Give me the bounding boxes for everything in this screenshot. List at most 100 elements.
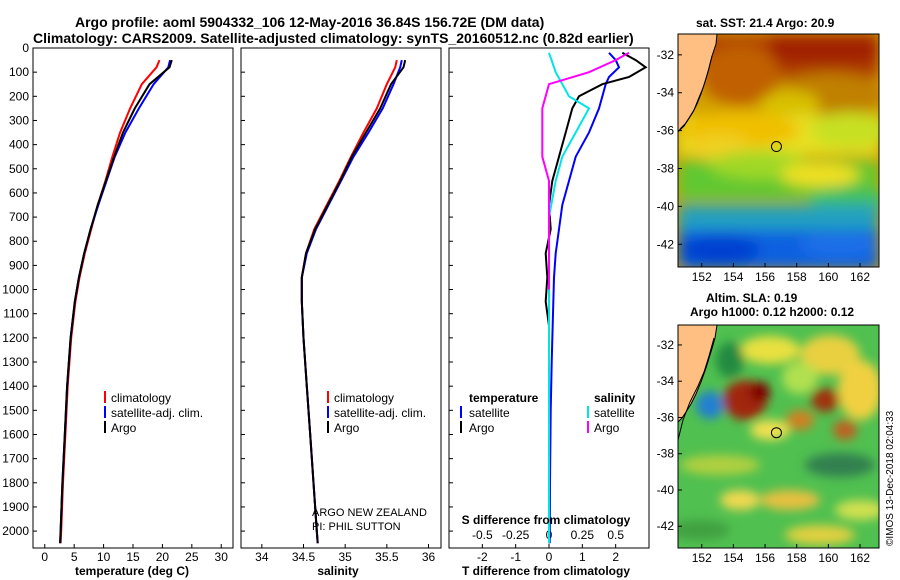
s-tick-label: 0.5 — [607, 528, 624, 542]
legend-label-argo: Argo — [111, 421, 137, 435]
depth-axis: 0 100 200 300 400 500 600 700 800 900 1000 1100 1200… — [2, 41, 453, 538]
lon-tick-label: 158 — [787, 551, 807, 565]
depth-tick-label: 1200 — [2, 331, 29, 345]
depth-tick-label: 700 — [9, 210, 29, 224]
s-tick-label: 0.25 — [571, 528, 595, 542]
program-annotation: ARGO NEW ZEALAND — [312, 507, 427, 519]
series-argo — [300, 59, 407, 544]
pi-annotation: PI: PHIL SUTTON — [312, 521, 401, 533]
x-tick-label: 36 — [422, 550, 436, 564]
imos-credit: ©IMOS 13-Dec-2018 02:04:33 — [885, 410, 896, 546]
x-tick-label: 34 — [255, 550, 269, 564]
legend-label-climatology: climatology — [334, 391, 394, 405]
legend-label-s-satellite: satellite — [594, 406, 635, 420]
legend-title-salinity: salinity — [594, 391, 636, 405]
sla-map-title-line1: Altim. SLA: 0.19 — [706, 291, 798, 305]
depth-tick-label: 1600 — [2, 427, 29, 441]
lat-tick-label: -32 — [657, 338, 675, 352]
temperature-plot: 0 5 10 15 20 25 30 — [41, 59, 229, 564]
s-tick-label: -0.5 — [472, 528, 493, 542]
lon-tick-label: 160 — [818, 551, 838, 565]
series-satellite-adj-clim- — [300, 59, 403, 544]
lon-tick-label: 152 — [692, 270, 712, 284]
legend-swatch-s-satellite — [587, 406, 589, 418]
legend-label-satellite: satellite-adj. clim. — [334, 406, 426, 420]
lon-tick-label: 156 — [755, 551, 775, 565]
legend-swatch-climatology — [327, 391, 329, 403]
series-satellite-adj-clim- — [59, 59, 172, 544]
lon-tick-label: 156 — [755, 270, 775, 284]
legend-swatch-climatology — [104, 391, 106, 403]
lat-tick-label: -32 — [657, 48, 675, 62]
salinity-plot: 34 34.5 35 35.5 36 — [255, 59, 436, 564]
depth-tick-label: 500 — [9, 162, 29, 176]
series-s-satellite — [548, 52, 591, 544]
x-tick-label: 20 — [156, 550, 170, 564]
lat-tick-label: -40 — [657, 199, 675, 213]
x-tick-label: 2 — [612, 550, 619, 564]
difference-plot: -2 -1 0 1 2-0.5 -0.25 0 0.25 0.5 — [472, 51, 648, 564]
t-diff-xlabel: T difference from climatology — [462, 564, 630, 578]
salinity-legend: climatology satellite-adj. clim. Argo — [327, 391, 426, 435]
depth-tick-label: 1300 — [2, 355, 29, 369]
sst-map-axes: 152 154 156 158 160 162 -32 -34 -36 -38 -40 -42 — [657, 48, 871, 284]
lat-tick-label: -42 — [657, 519, 675, 533]
sla-map-title-line2: Argo h1000: 0.12 h2000: 0.12 — [690, 305, 854, 319]
lon-tick-label: 162 — [850, 270, 870, 284]
s-diff-xlabel: S difference from climatology — [462, 513, 631, 527]
sla-map — [678, 325, 879, 548]
lat-tick-label: -36 — [657, 410, 675, 424]
argo-position-marker-sst — [770, 141, 782, 153]
depth-tick-label: 400 — [9, 138, 29, 152]
lon-tick-label: 162 — [850, 551, 870, 565]
depth-tick-label: 1100 — [3, 307, 29, 321]
legend-swatch-s-argo — [587, 421, 589, 433]
legend-label-argo: Argo — [334, 421, 360, 435]
depth-tick-label: 1800 — [2, 476, 29, 490]
x-tick-label: 34.5 — [292, 550, 316, 564]
lon-tick-label: 154 — [723, 551, 743, 565]
depth-tick-label: 0 — [22, 41, 29, 55]
depth-tick-label: 300 — [9, 113, 29, 127]
lat-tick-label: -38 — [657, 161, 675, 175]
series-argo — [59, 59, 173, 544]
lon-tick-label: 154 — [723, 270, 743, 284]
series-climatology — [300, 59, 398, 544]
sst-map — [678, 34, 879, 267]
argo-position-marker-sla — [770, 427, 782, 439]
legend-label-s-argo: Argo — [594, 421, 620, 435]
lat-tick-label: -38 — [657, 447, 675, 461]
legend-swatch-argo — [104, 421, 106, 433]
temperature-xlabel: temperature (deg C) — [75, 564, 189, 578]
salinity-panel — [240, 47, 442, 549]
lon-tick-label: 160 — [818, 270, 838, 284]
salinity-xlabel: salinity — [317, 564, 359, 578]
depth-tick-label: 1000 — [2, 283, 29, 297]
x-tick-label: 30 — [215, 550, 229, 564]
lon-tick-label: 152 — [692, 551, 712, 565]
legend-swatch-argo — [327, 421, 329, 433]
depth-tick-label: 1700 — [2, 452, 29, 466]
x-tick-label: 5 — [71, 550, 78, 564]
x-tick-label: 10 — [97, 550, 111, 564]
series-t-argo — [544, 51, 648, 544]
legend-swatch-t-satellite — [460, 406, 462, 418]
x-tick-label: 35.5 — [375, 550, 399, 564]
difference-legend: temperature satellite Argo salinity sate… — [460, 391, 636, 435]
depth-tick-label: 1500 — [2, 403, 29, 417]
depth-tick-label: 1900 — [2, 500, 29, 514]
x-tick-label: 15 — [126, 550, 140, 564]
lon-tick-label: 158 — [787, 270, 807, 284]
series-s-argo — [541, 51, 630, 290]
legend-label-t-argo: Argo — [469, 421, 495, 435]
depth-tick-label: 100 — [9, 65, 29, 79]
chart-title-line2: Climatology: CARS2009. Satellite-adjuste… — [33, 30, 634, 46]
legend-swatch-satellite — [327, 406, 329, 418]
sst-map-frame — [677, 33, 880, 268]
chart-title-line1: Argo profile: aoml 5904332_106 12-May-20… — [75, 14, 544, 30]
x-tick-label: 0 — [546, 550, 553, 564]
x-tick-label: -2 — [477, 550, 488, 564]
depth-tick-label: 1400 — [2, 379, 29, 393]
legend-swatch-t-argo — [460, 421, 462, 433]
